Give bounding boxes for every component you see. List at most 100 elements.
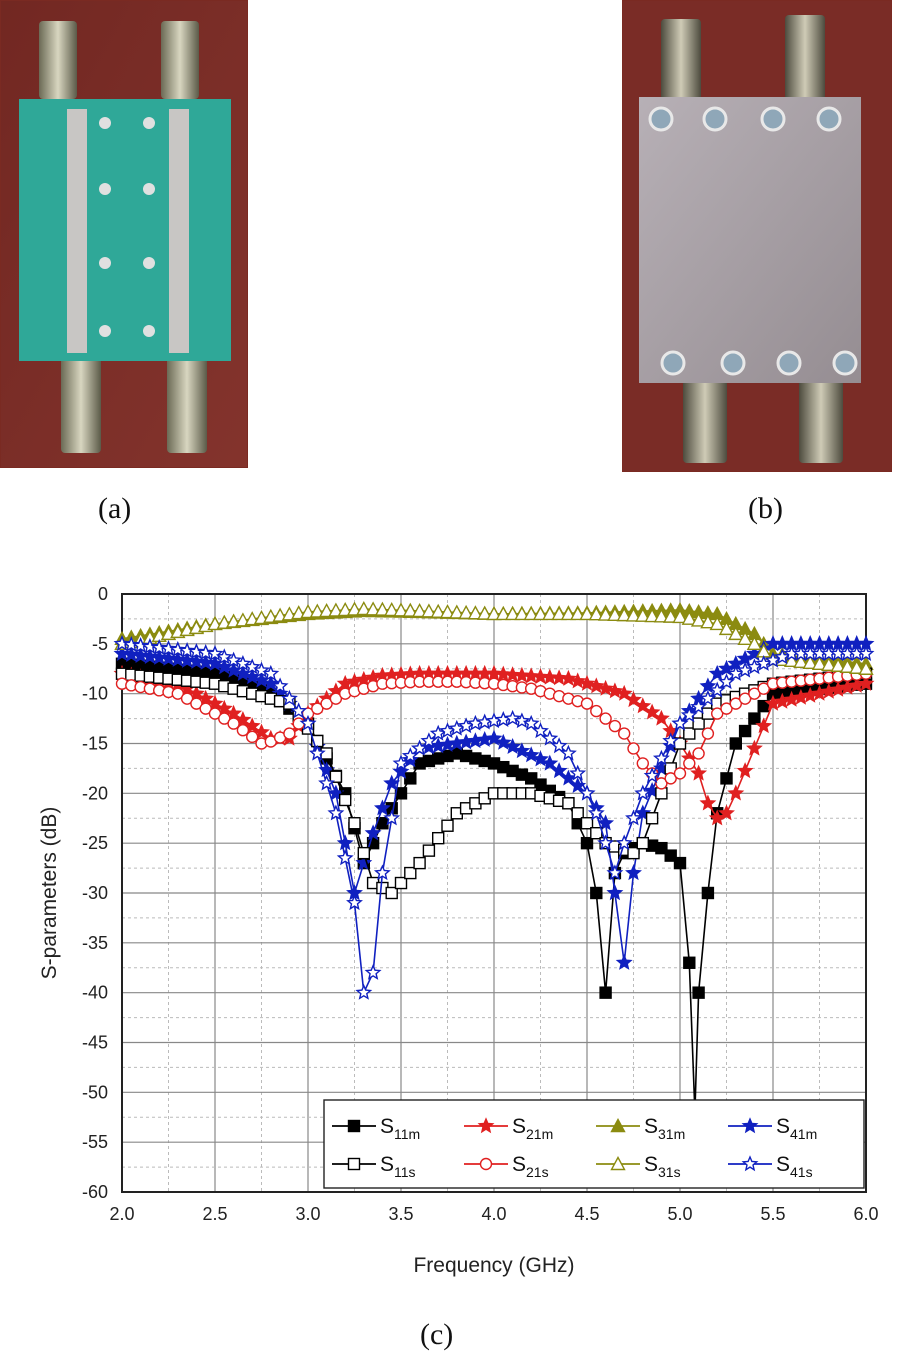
data-point [711, 707, 724, 720]
data-point [755, 717, 773, 734]
data-point [421, 603, 437, 618]
data-point [280, 689, 298, 706]
y-tick-label: -20 [82, 783, 108, 803]
data-point [449, 604, 465, 619]
s-parameter-chart: 2.0 2.5 3.0 3.5 4.0 4.5 5.0 5.5 6.0 0 -5 -10 -15 -20 -… [38, 584, 879, 1277]
data-point [384, 601, 400, 617]
data-point [737, 630, 753, 646]
legend-subscript: 21s [526, 1164, 549, 1180]
data-point [439, 604, 456, 619]
x-tick-label: 2.5 [202, 1204, 227, 1224]
data-point [432, 831, 445, 845]
data-point [559, 769, 577, 786]
data-point [701, 727, 715, 740]
data-point [745, 658, 763, 675]
data-point [748, 687, 761, 700]
legend-subscript: 21m [526, 1126, 553, 1142]
data-point [755, 655, 773, 671]
y-tick-label: 0 [98, 584, 108, 604]
data-point [141, 648, 159, 665]
data-point [218, 712, 231, 725]
y-tick-label: -35 [82, 933, 108, 953]
data-point [562, 797, 575, 810]
data-point [383, 809, 401, 826]
data-point [700, 614, 716, 629]
data-point [327, 804, 345, 821]
data-point [364, 963, 382, 980]
data-point [644, 608, 660, 623]
x-tick-label: 6.0 [853, 1204, 878, 1224]
x-tick-label: 3.0 [295, 1204, 320, 1224]
data-point [569, 764, 587, 781]
data-point [347, 1119, 361, 1133]
data-point [597, 606, 614, 621]
data-point [699, 794, 717, 811]
data-point [625, 691, 642, 708]
x-tick-label: 2.0 [109, 1204, 134, 1224]
data-point [718, 620, 735, 636]
data-point [590, 886, 603, 900]
data-point [616, 607, 632, 622]
data-point [692, 986, 705, 999]
data-point [570, 605, 586, 621]
y-tick-label: -25 [82, 833, 108, 853]
series-S21s [115, 667, 873, 790]
data-point [513, 712, 531, 729]
y-tick-label: -30 [82, 883, 108, 903]
data-point [373, 799, 391, 816]
caption-a: (a) [98, 492, 132, 525]
data-point [625, 607, 642, 622]
data-point [346, 601, 363, 616]
data-point [745, 739, 763, 756]
data-point [113, 645, 131, 661]
data-point [672, 608, 688, 624]
data-point [746, 635, 763, 651]
data-point [588, 606, 604, 621]
data-point [300, 603, 316, 619]
data-point [690, 764, 708, 781]
data-point [169, 651, 187, 667]
y-tick-label: -10 [82, 684, 108, 704]
data-point [635, 607, 651, 622]
data-point [748, 712, 761, 725]
x-axis-label: Frequency (GHz) [413, 1254, 574, 1277]
data-point [178, 652, 196, 668]
data-point [525, 772, 538, 785]
data-point [467, 605, 484, 620]
data-point [625, 864, 642, 881]
data-point [504, 605, 521, 621]
data-point [683, 956, 696, 969]
data-point [150, 639, 168, 655]
data-point [160, 650, 177, 666]
x-tick-label: 3.5 [388, 1204, 413, 1224]
data-point [532, 750, 549, 767]
data-point [477, 605, 493, 620]
data-point [741, 1155, 759, 1172]
data-point [199, 702, 212, 715]
data-point [636, 836, 649, 850]
data-point [849, 659, 865, 674]
x-tick-label: 5.0 [667, 1204, 692, 1224]
data-point [542, 605, 558, 621]
data-point [522, 714, 540, 731]
data-point [309, 603, 325, 618]
data-point [430, 603, 446, 618]
data-point [783, 652, 800, 667]
data-point [477, 1117, 495, 1134]
data-point [652, 749, 670, 766]
data-point [197, 654, 215, 670]
data-point [392, 762, 410, 779]
data-point [857, 645, 875, 661]
data-point [402, 602, 418, 617]
data-point [607, 606, 623, 622]
data-point [197, 644, 215, 660]
data-point [729, 697, 742, 710]
data-point [627, 742, 640, 755]
data-point [329, 692, 343, 705]
data-point [441, 819, 454, 832]
data-point [569, 672, 587, 689]
data-point [560, 605, 577, 621]
data-point [580, 836, 594, 850]
data-point [262, 664, 280, 681]
data-point [292, 717, 305, 730]
